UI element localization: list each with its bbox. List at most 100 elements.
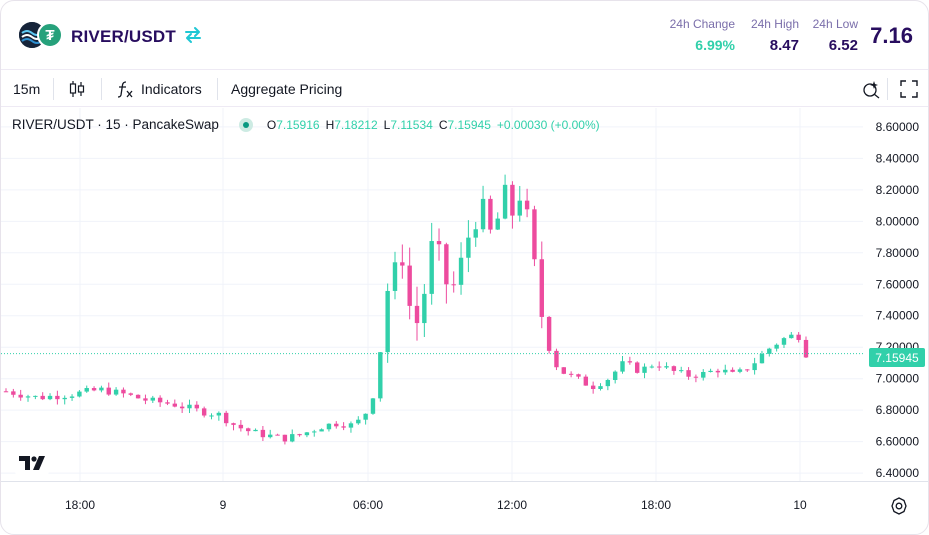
candle-body [554,350,559,368]
candle-body [730,369,735,372]
candle-body [157,397,163,403]
candle-body [612,371,618,380]
x-tick-label: 06:00 [353,498,383,512]
candle-body [488,198,493,230]
candle-body [414,305,420,324]
candle-body [605,379,611,387]
candle-body [356,419,361,424]
fullscreen-icon [900,79,918,98]
screenshot-button[interactable] [861,70,881,107]
stat-value: 6.52 [828,37,858,54]
candle-body [370,398,376,414]
candle-body [429,241,434,294]
candle-body [532,209,537,260]
candle-body [745,369,750,371]
candle-body [201,408,207,416]
ohlc-low-label: L [383,117,391,132]
tradingview-logo[interactable] [15,449,49,477]
chart-toolbar: 15m Indicators Aggregate Pricing [1,69,928,107]
candle-body [568,373,574,375]
candle-body [40,395,45,400]
candle-body [304,432,310,436]
ohlc-close-value: 7.15945 [447,117,491,132]
indicators-label: Indicators [141,80,202,97]
fullscreen-button[interactable] [900,70,918,107]
candle-body [436,241,442,245]
candle-body [679,370,684,372]
candle-body [495,218,500,230]
stat-label: 24h Low [812,17,858,31]
stat-24h-high: 24h High 8.47 [751,17,799,54]
stat-value: 8.47 [769,37,799,54]
candle-body [297,434,302,436]
chart-legend: RIVER/USDT · 15 · PancakeSwap O 7.15916 … [12,117,600,132]
candle-body [135,394,141,399]
camera-sparkle-icon [863,80,880,99]
candle-type-button[interactable] [67,70,87,107]
candle-body [524,200,530,210]
candle-body [642,366,647,373]
candle-body [466,237,471,258]
candle-body [121,389,126,394]
candle-body [91,388,97,391]
x-tick-label: 9 [220,498,227,512]
ohlc-change: +0.00030 (+0.00%) [496,117,600,132]
candle-body [671,366,677,371]
candle-body [701,372,706,378]
ohlc-open-label: O [266,117,277,132]
stat-value: 6.99% [695,37,735,53]
last-price-tag: 7.15945 [869,348,925,367]
aggregate-pricing-button[interactable]: Aggregate Pricing [231,80,343,97]
y-tick-label: 7.60000 [876,277,920,291]
candle-body [686,370,691,377]
stat-label: 24h Change [669,17,735,31]
ohlc-high-value: 7.18212 [334,117,378,132]
candle-body [165,402,170,404]
candle-body [517,200,522,216]
candle-body [179,406,185,409]
candle-body [290,434,295,442]
y-tick-label: 6.60000 [876,435,920,449]
candle-body [774,344,779,349]
candle-body [246,428,251,432]
interval-button[interactable]: 15m [13,80,41,97]
pair-header: ₮ RIVER/USDT 24h Change 6.99% 24h High 8… [1,1,928,69]
candle-body [444,244,449,285]
y-tick-label: 7.00000 [876,372,920,386]
candle-body [363,413,368,420]
candle-body [25,396,31,398]
chart-settings-icon[interactable] [889,496,909,516]
candle-body [473,229,478,238]
pair-title[interactable]: RIVER/USDT [71,27,176,46]
candle-body [106,387,111,395]
candle-body [620,361,625,372]
y-tick-label: 7.80000 [876,246,920,260]
candle-body [326,423,332,430]
x-tick-label: 18:00 [641,498,671,512]
ohlc-close-label: C [438,117,448,132]
toolbar-divider [101,78,102,100]
candle-body [11,391,16,395]
ohlc-values: O 7.15916 H 7.18212 L 7.11534 C 7.15945 … [267,118,600,132]
toolbar-divider [887,78,888,100]
current-price: 7.16 [870,23,913,48]
candle-body [187,404,192,409]
candle-body [561,367,566,374]
swap-pair-icon[interactable] [182,26,204,44]
pair-logos: ₮ [19,22,65,48]
candle-body [392,262,398,291]
y-tick-label: 8.20000 [876,183,920,197]
candle-body [143,398,148,401]
candle-body [113,389,119,395]
candle-body [649,366,655,368]
function-fx-icon [117,80,133,98]
candle-body [422,293,427,324]
price-chart[interactable]: 8.60000 8.40000 8.20000 8.00000 7.80000 7.600… [1,108,929,535]
candle-body [282,434,288,442]
candle-body [172,403,178,407]
indicators-button[interactable]: Indicators [115,70,202,107]
y-tick-label: 6.80000 [876,403,920,417]
candle-body [268,434,273,438]
candle-body [341,426,346,428]
candlestick-icon [69,80,85,97]
